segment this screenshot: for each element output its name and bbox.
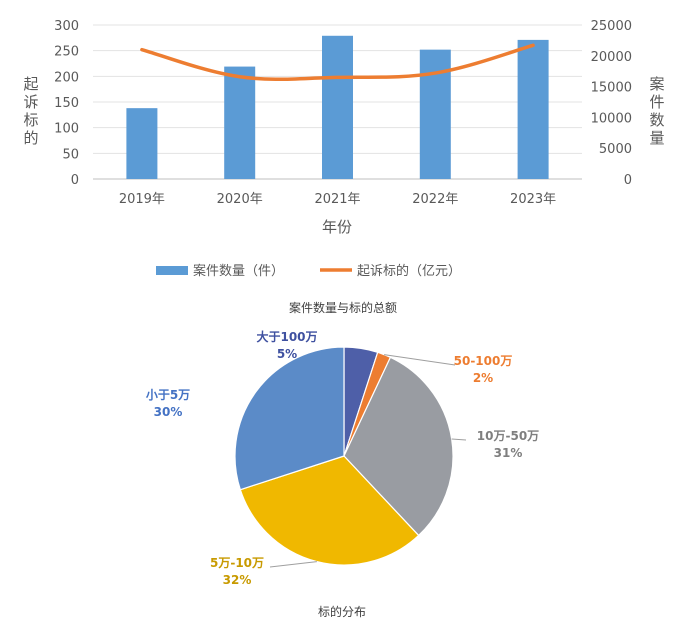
y-left-tick-label: 150 — [54, 96, 79, 111]
bar — [126, 108, 158, 179]
line-series — [140, 43, 535, 82]
y-left-tick-label: 200 — [54, 70, 79, 85]
chart-title: 案件数量与标的总额 — [289, 300, 397, 315]
y-axis-left-title: 起诉标的 — [23, 75, 38, 147]
pie-title: 标的分布 — [318, 604, 366, 619]
x-axis-title: 年份 — [322, 218, 352, 236]
bar — [517, 39, 549, 180]
bar — [224, 66, 256, 179]
legend: 案件数量（件） 起诉标的（亿元） — [156, 263, 461, 279]
axis-ticks: 0 50 100 150 200 250 300 0 5000 10000 15000 20000 25… — [54, 19, 632, 207]
line-point — [532, 44, 534, 46]
pie-slice — [343, 356, 454, 537]
y-left-tick-label: 250 — [54, 45, 79, 60]
line-point — [337, 76, 338, 78]
pie-slice — [234, 346, 345, 491]
y-axis-right-title: 案件数量 — [649, 75, 664, 147]
line-point — [434, 72, 436, 74]
combo-chart: 0 50 100 150 200 250 300 0 5000 10000 15000 20000 25… — [23, 19, 664, 315]
pie-slice-label: 小于5万 — [146, 387, 190, 402]
bar — [419, 49, 451, 179]
pie-slice-percent: 30% — [154, 405, 183, 419]
pie-slices — [234, 346, 454, 566]
pie-slice-label: 50-100万 — [454, 354, 513, 368]
y-right-tick-label: 0 — [624, 173, 632, 188]
pie-slice-label: 10万-50万 — [477, 429, 539, 443]
y-right-tick-label: 10000 — [591, 111, 632, 126]
bar-series — [126, 35, 549, 180]
y-left-tick-label: 100 — [54, 122, 79, 137]
pie-slice-percent: 5% — [277, 347, 297, 361]
legend-label: 起诉标的（亿元） — [357, 263, 461, 279]
pie-slice-percent: 31% — [494, 446, 523, 460]
pie-slice-percent: 2% — [473, 371, 493, 385]
x-tick-label: 2022年 — [412, 192, 458, 207]
line-point — [239, 76, 241, 78]
x-tick-label: 2020年 — [217, 192, 263, 207]
pie-labels: 大于100万 5% 50-100万 2% 10万-50万 31% 5万-10万 32% 小于5万… — [146, 329, 539, 587]
legend-swatch-bar — [156, 266, 188, 275]
y-left-tick-label: 300 — [54, 19, 79, 34]
y-right-tick-label: 15000 — [591, 81, 632, 96]
y-right-tick-label: 20000 — [591, 50, 632, 65]
x-tick-label: 2023年 — [510, 192, 556, 207]
pie-leader-line — [451, 438, 467, 441]
pie-slice — [239, 455, 420, 566]
y-right-tick-label: 5000 — [599, 142, 632, 157]
y-left-tick-label: 50 — [62, 147, 79, 162]
pie-chart: 大于100万 5% 50-100万 2% 10万-50万 31% 5万-10万 32% 小于5万… — [146, 329, 539, 619]
pie-leader-line — [384, 354, 456, 366]
y-left-tick-label: 0 — [71, 173, 79, 188]
line-point — [141, 49, 143, 51]
x-tick-label: 2021年 — [314, 192, 360, 207]
pie-slice-label: 大于100万 — [256, 329, 317, 344]
pie-slice-label: 5万-10万 — [210, 556, 264, 570]
pie-leader-line — [269, 561, 317, 568]
bar — [322, 35, 353, 179]
legend-label: 案件数量（件） — [193, 264, 284, 279]
pie-slice-percent: 32% — [223, 573, 252, 587]
y-right-tick-label: 25000 — [591, 19, 632, 34]
x-tick-label: 2019年 — [119, 192, 165, 207]
